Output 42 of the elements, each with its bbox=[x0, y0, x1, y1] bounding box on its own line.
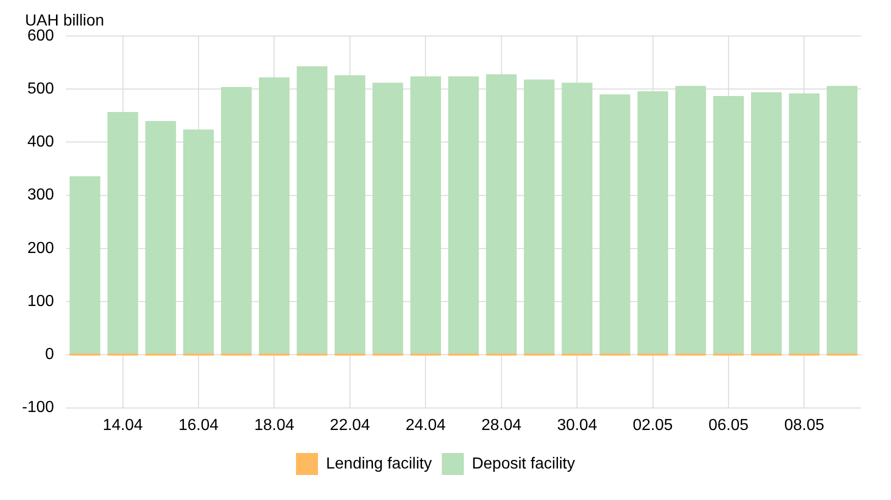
bar bbox=[107, 112, 138, 354]
y-tick-label: 300 bbox=[27, 186, 54, 204]
legend-label: Deposit facility bbox=[472, 455, 576, 472]
x-tick-label: 02.05 bbox=[632, 416, 673, 434]
y-tick-label: -100 bbox=[22, 399, 54, 416]
bar bbox=[296, 66, 328, 354]
bar bbox=[372, 82, 404, 354]
bar bbox=[788, 93, 820, 354]
x-tick-label: 16.04 bbox=[178, 416, 219, 434]
y-tick-label: 200 bbox=[27, 240, 54, 257]
x-tick-label: 28.04 bbox=[481, 416, 522, 434]
bar bbox=[600, 94, 630, 354]
y-axis-title: UAH billion bbox=[25, 12, 104, 30]
bar bbox=[637, 91, 668, 354]
x-tick-label: 18.04 bbox=[254, 416, 294, 434]
x-tick-label: 08.05 bbox=[784, 416, 824, 434]
bar bbox=[826, 86, 858, 354]
x-tick-label: 22.04 bbox=[330, 416, 370, 434]
bar bbox=[524, 80, 555, 354]
x-tick-label: 14.04 bbox=[102, 416, 143, 434]
x-tick-label: 24.04 bbox=[406, 416, 446, 434]
y-tick-label: 500 bbox=[27, 80, 54, 98]
bar bbox=[334, 75, 366, 354]
bar bbox=[713, 96, 744, 354]
bar bbox=[562, 82, 592, 354]
x-tick-label: 06.05 bbox=[708, 416, 749, 434]
bar bbox=[221, 86, 252, 354]
bar bbox=[145, 120, 176, 354]
bar bbox=[448, 76, 479, 354]
bar bbox=[751, 92, 782, 354]
bar bbox=[258, 77, 290, 354]
bar bbox=[410, 76, 441, 354]
bar bbox=[70, 176, 100, 354]
bar bbox=[675, 86, 706, 354]
bar bbox=[486, 74, 517, 354]
bar bbox=[183, 129, 214, 354]
x-tick-label: 30.04 bbox=[557, 416, 598, 434]
legend-label: Lending facility bbox=[326, 455, 432, 472]
y-tick-label: 100 bbox=[27, 292, 54, 310]
y-tick-label: 400 bbox=[27, 134, 54, 151]
y-tick-label: 0 bbox=[45, 346, 54, 364]
y-tick-label: 600 bbox=[27, 27, 54, 44]
